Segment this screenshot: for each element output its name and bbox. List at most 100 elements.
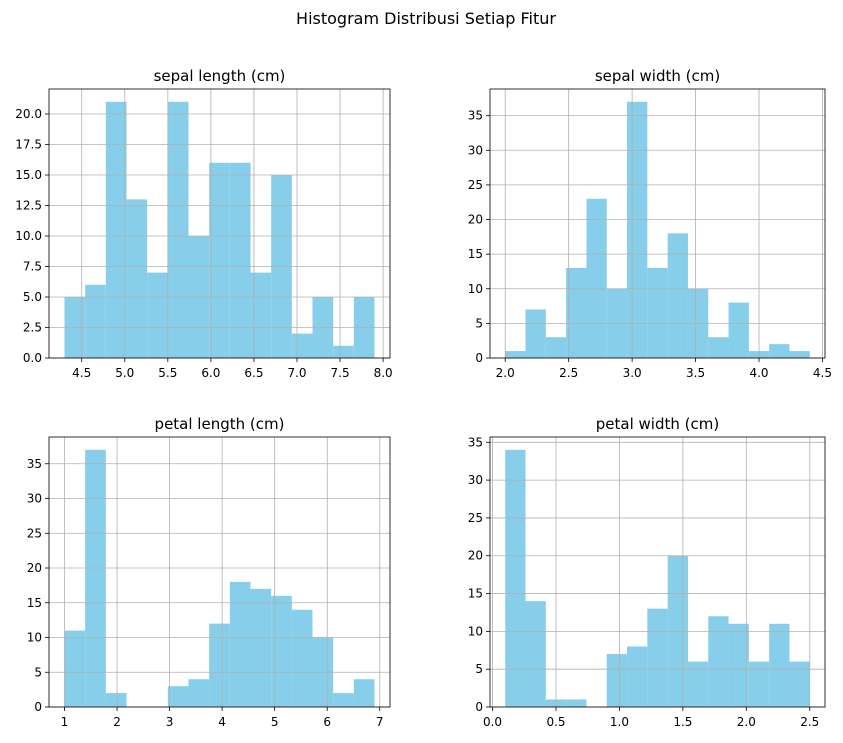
y-tick-label: 20 [468,213,483,227]
subplot-title: petal width (cm) [596,415,719,433]
x-tick-label: 2.5 [800,715,819,729]
histogram-bar [708,337,729,358]
histogram-bar [748,661,770,707]
histogram-bar [627,646,648,707]
x-tick-label: 3.0 [623,366,642,380]
histogram-bar [250,272,272,358]
y-tick-label: 15.0 [15,168,42,182]
histogram-bar [687,661,709,707]
histogram-bar [85,449,106,707]
x-tick-label: 7.5 [331,366,350,380]
y-tick-label: 20.0 [15,107,42,121]
histogram-bar [291,333,313,358]
y-tick-label: 15 [468,587,483,601]
histogram-bar [647,267,668,358]
histogram-bar [229,581,251,707]
y-tick-label: 30 [27,492,42,506]
x-tick-label: 4 [218,715,226,729]
x-tick-label: 4.0 [749,366,768,380]
axes-frame [489,436,826,708]
y-tick-label: 25 [27,526,42,540]
histogram-bar [167,686,189,707]
histogram-bar [789,351,810,358]
subplot-2: 2.0 2.5 3.0 3.5 4.0 4.5 0 5 10 15 20 25 30 35 sepal wi… [468,67,832,380]
y-tick-label: 7.5 [23,260,42,274]
x-tick-label: 8.0 [374,366,393,380]
histogram-bar [229,162,251,358]
x-tick-label: 5 [271,715,279,729]
x-tick-label: 7.0 [287,366,306,380]
x-tick-label: 0.5 [546,715,565,729]
histogram-bar [586,198,607,358]
y-tick-label: 5.0 [23,290,42,304]
histogram-bar [126,199,148,358]
axes-frame [48,88,391,359]
histogram-bar [728,623,749,707]
x-tick-label: 1.5 [673,715,692,729]
x-tick-label: 7 [376,715,384,729]
y-tick-label: 30 [468,473,483,487]
x-tick-label: 2 [113,715,121,729]
x-tick-label: 0.0 [483,715,502,729]
x-tick-label: 1.0 [610,715,629,729]
y-tick-label: 0 [475,700,483,714]
histogram-bar [85,284,106,358]
y-tick-label: 20 [27,561,42,575]
x-tick-label: 6 [323,715,331,729]
y-tick-label: 12.5 [15,199,42,213]
histogram-bar [291,609,313,707]
subplot-4: 0.0 0.5 1.0 1.5 2.0 2.5 0 5 10 15 20 25 30 35 petal wi… [468,415,826,729]
histogram-bar [188,679,210,707]
histogram-bar [147,272,168,358]
histogram-bar [525,601,546,707]
x-tick-label: 3.5 [686,366,705,380]
y-tick-label: 10 [468,624,483,638]
y-tick-label: 35 [27,457,42,471]
histogram-bar [667,233,688,358]
x-tick-label: 5.0 [115,366,134,380]
histogram-bar [333,345,354,358]
histogram-bar [769,344,790,358]
histogram-bar [647,608,668,707]
subplot-title: sepal width (cm) [595,67,720,85]
y-tick-label: 0.0 [23,351,42,365]
histogram-bar [566,267,587,358]
subplot-title: sepal length (cm) [154,67,286,85]
y-tick-label: 10.0 [15,229,42,243]
y-tick-label: 15 [468,247,483,261]
y-tick-label: 10 [468,282,483,296]
y-tick-label: 35 [468,109,483,123]
y-tick-label: 30 [468,143,483,157]
y-tick-label: 0 [475,351,483,365]
histogram-bar [505,449,526,707]
histogram-bar [769,623,790,707]
axes-frame [48,436,391,708]
histogram-bar [566,699,587,707]
subplot-panels: 4.5 5.0 5.5 6.0 6.5 7.0 7.5 8.0 0.0 2.5 5.0 7.5 10.0… [15,67,832,729]
histogram-bar [353,679,375,707]
y-tick-label: 2.5 [23,321,42,335]
histogram-bar [64,630,86,707]
histogram-bar [271,595,292,707]
y-tick-label: 35 [468,435,483,449]
histogram-bar [627,101,648,359]
x-tick-label: 2.0 [737,715,756,729]
y-tick-label: 5 [475,662,483,676]
figure-title: Histogram Distribusi Setiap Fitur [296,9,556,28]
x-tick-label: 6.0 [201,366,220,380]
y-tick-label: 25 [468,511,483,525]
histogram-bar [606,654,628,707]
histogram-bar [789,661,810,707]
histogram-bar [505,351,526,358]
x-tick-label: 5.5 [158,366,177,380]
x-tick-label: 2.0 [496,366,515,380]
y-tick-label: 25 [468,178,483,192]
x-tick-label: 3 [166,715,174,729]
histogram-bar [209,162,230,358]
histogram-bar [250,588,272,707]
x-tick-label: 4.5 [813,366,832,380]
histogram-bar [728,302,749,358]
x-tick-label: 6.5 [244,366,263,380]
